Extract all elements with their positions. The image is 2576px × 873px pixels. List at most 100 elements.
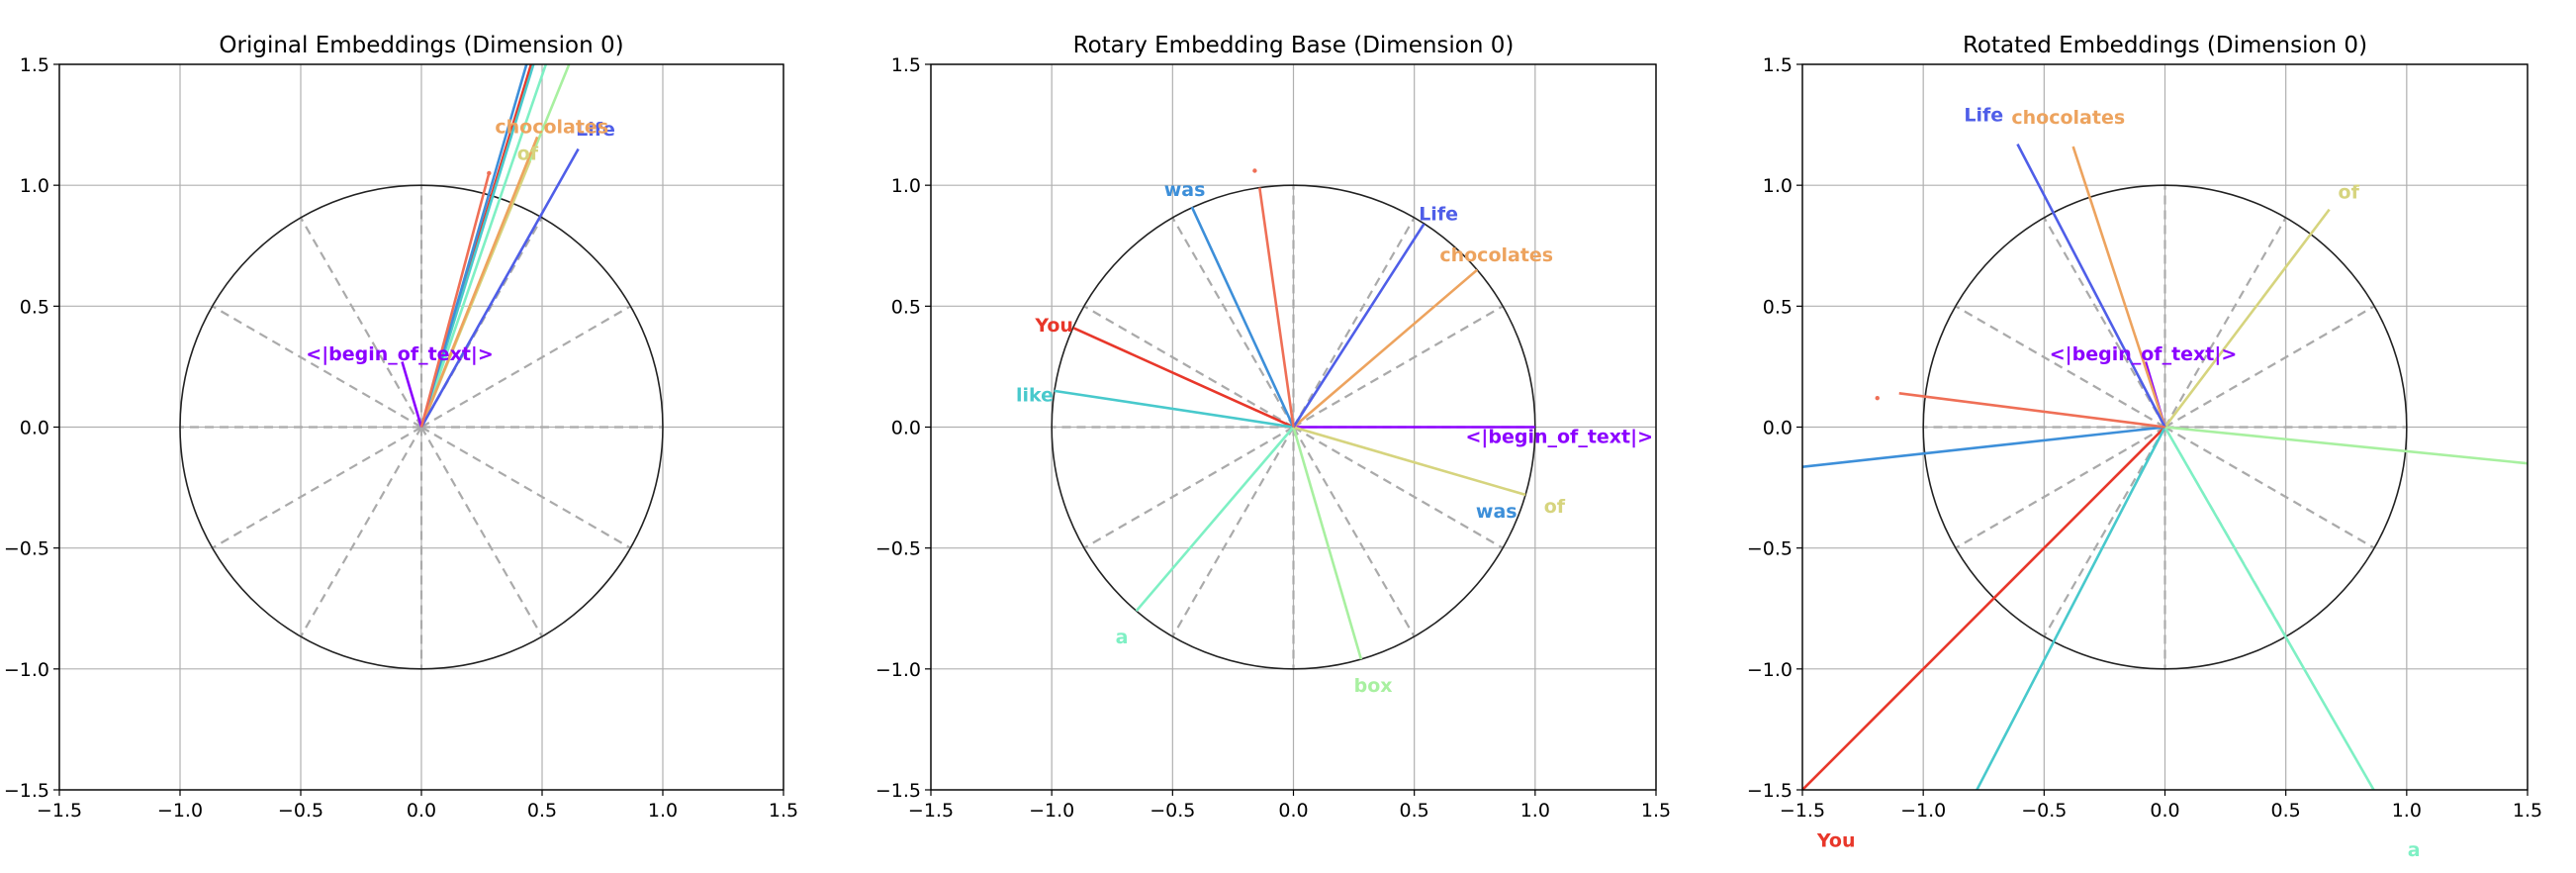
reference-ray <box>1171 217 1295 429</box>
vector-a <box>1135 426 1295 613</box>
plot-area <box>1051 168 1536 670</box>
vector-was <box>1802 426 2165 469</box>
y-tick-label: 0.0 <box>20 418 49 439</box>
reference-ray <box>420 305 631 429</box>
vector-you <box>1072 327 1295 429</box>
x-tick-label: −1.5 <box>37 800 82 822</box>
vector-label-of: of <box>2339 181 2360 203</box>
reference-ray <box>212 426 422 549</box>
vector-label-of: of <box>1544 496 1566 518</box>
y-tick-label: −1.0 <box>4 659 49 681</box>
vector-marker-dot <box>1875 395 1880 401</box>
y-tick-label: −0.5 <box>875 538 921 560</box>
label-of: of <box>517 143 539 164</box>
reference-ray <box>300 426 422 637</box>
vector-label-life: Life <box>576 119 615 141</box>
panel-rotated-embeddings: Rotated Embeddings (Dimension 0) <|begin_… <box>1747 33 2542 861</box>
x-tick-label: 1.0 <box>2392 800 2422 822</box>
x-tick-label: −0.5 <box>278 800 323 822</box>
plot-area <box>179 64 664 670</box>
reference-ray <box>2163 217 2287 429</box>
reference-ray <box>1292 426 1504 549</box>
vector-unnamed <box>419 172 491 428</box>
vector-label-was: was <box>1164 179 1206 201</box>
y-tick-label: −1.5 <box>4 780 49 802</box>
reference-ray <box>300 217 422 429</box>
vector-label-box: box <box>1354 675 1393 697</box>
y-tick-label: −1.0 <box>1747 659 1793 681</box>
reference-ray <box>1171 426 1295 637</box>
y-tick-label: 1.5 <box>1763 54 1793 76</box>
vector-label-chocolates: chocolates <box>2011 107 2125 129</box>
y-tick-label: −1.0 <box>875 659 921 681</box>
y-tick-label: 1.5 <box>20 54 49 76</box>
x-tick-label: 0.5 <box>527 800 557 822</box>
y-tick-label: 1.0 <box>891 175 921 197</box>
vector-you <box>1802 426 2166 790</box>
y-tick-label: 0.5 <box>20 296 49 318</box>
reference-ray <box>1292 426 1416 637</box>
vector-was <box>419 64 528 428</box>
reference-ray <box>2043 217 2166 429</box>
vector-label-you: You <box>1034 315 1073 337</box>
reference-ray <box>2043 426 2166 637</box>
x-tick-label: 1.0 <box>1520 800 1550 822</box>
x-tick-label: 1.5 <box>769 800 798 822</box>
vector-a <box>419 64 548 428</box>
vector-label-begin-of-text: <|begin_of_text|> <box>2050 343 2237 365</box>
vector-label-a: a <box>2408 839 2421 861</box>
reference-ray <box>1955 426 2166 549</box>
vector-label-begin-of-text: <|begin_of_text|> <box>1466 426 1653 447</box>
vector-label-chocolates: chocolates <box>1439 244 1553 266</box>
x-tick-label: −0.5 <box>1150 800 1195 822</box>
x-tick-label: −1.0 <box>157 800 203 822</box>
reference-ray <box>420 426 543 637</box>
chart-title: Original Embeddings (Dimension 0) <box>219 33 623 58</box>
y-tick-label: 0.5 <box>891 296 921 318</box>
x-tick-label: 0.0 <box>1278 800 1308 822</box>
reference-ray <box>1083 426 1295 549</box>
reference-ray <box>2163 426 2375 549</box>
vector-label-life: Life <box>1419 203 1458 225</box>
vector-like <box>1054 389 1294 429</box>
vector-label-begin-of-text: <|begin_of_text|> <box>306 343 493 365</box>
y-tick-label: 1.0 <box>20 175 49 197</box>
vector-chocolates <box>419 136 539 428</box>
y-tick-label: −1.5 <box>1747 780 1793 802</box>
y-tick-label: 1.0 <box>1763 175 1793 197</box>
vector-life <box>1292 223 1426 429</box>
unit-circle <box>1922 184 2408 670</box>
vector-label-like: like <box>1016 385 1054 407</box>
vector-was <box>1190 206 1295 429</box>
vector-a <box>2163 426 2376 790</box>
x-tick-label: −0.5 <box>2021 800 2067 822</box>
vector-marker-dot <box>487 170 492 176</box>
vector-like <box>1975 426 2166 790</box>
reference-ray <box>1083 305 1295 429</box>
y-tick-label: −0.5 <box>4 538 49 560</box>
y-tick-label: −0.5 <box>1747 538 1793 560</box>
y-tick-label: −1.5 <box>875 780 921 802</box>
reference-ray <box>212 305 422 429</box>
x-tick-label: 1.5 <box>2513 800 2542 822</box>
vector-label-you: You <box>1816 829 1856 851</box>
y-tick-label: 0.0 <box>1763 418 1793 439</box>
vector-chocolates <box>2071 146 2166 428</box>
vector-chocolates <box>1292 268 1479 429</box>
vector-of <box>1293 426 1526 497</box>
x-tick-label: 0.5 <box>2271 800 2301 822</box>
vector-box <box>1292 427 1363 660</box>
vector-life <box>419 147 580 429</box>
reference-ray <box>1292 217 1416 429</box>
vector-unnamed <box>1258 187 1295 428</box>
reference-ray <box>2163 305 2375 429</box>
y-tick-label: 0.5 <box>1763 296 1793 318</box>
y-tick-label: 1.5 <box>891 54 921 76</box>
reference-ray <box>1955 305 2166 429</box>
x-tick-label: −1.0 <box>1029 800 1074 822</box>
vector-life <box>2016 144 2166 429</box>
panel-original-embeddings: Original Embeddings (Dimension 0) <|begin… <box>4 33 798 822</box>
vector-marker-dot <box>1252 168 1257 173</box>
x-tick-label: −1.5 <box>1780 800 1825 822</box>
